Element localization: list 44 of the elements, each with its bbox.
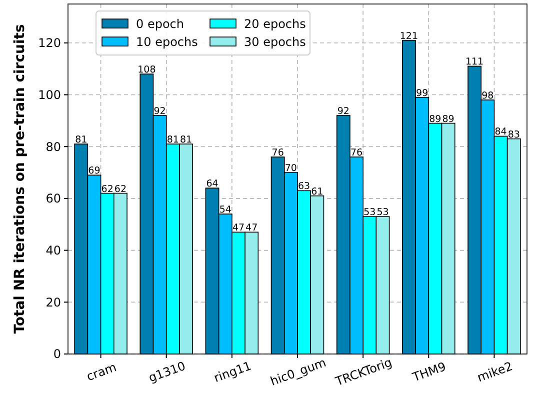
data-label: 62 — [101, 184, 114, 195]
data-label: 47 — [232, 222, 245, 234]
data-label: 81 — [75, 134, 88, 146]
data-label: 89 — [429, 114, 442, 125]
y-tick-label: 40 — [46, 243, 61, 258]
data-label: 63 — [298, 181, 310, 192]
y-tick-label: 20 — [46, 295, 61, 310]
data-label: 92 — [154, 106, 166, 117]
data-label: 54 — [219, 204, 232, 216]
x-tick-label: THM9 — [410, 359, 448, 385]
legend-label: 20 epochs — [244, 17, 306, 32]
data-label: 108 — [138, 64, 156, 76]
y-axis-title: Total NR iterations on pre-train circuits — [12, 24, 28, 334]
legend-label: 30 epochs — [244, 35, 306, 50]
data-label: 69 — [88, 166, 100, 177]
data-label: 81 — [166, 134, 179, 146]
legend-label: 10 epochs — [136, 35, 198, 50]
data-label: 111 — [465, 56, 484, 68]
y-tick-label: 120 — [38, 36, 61, 50]
data-label: 53 — [364, 207, 376, 218]
data-label: 84 — [494, 126, 507, 138]
data-label: 76 — [350, 147, 363, 158]
y-tick-label: 80 — [46, 140, 61, 154]
data-label: 83 — [508, 129, 520, 140]
data-label: 99 — [416, 88, 428, 99]
data-label: 62 — [114, 184, 127, 195]
data-label: 89 — [442, 114, 454, 125]
y-tick-label: 100 — [38, 88, 61, 102]
x-tick-label: ring11 — [212, 358, 254, 386]
data-label: 121 — [400, 30, 418, 42]
data-label: 53 — [376, 207, 389, 218]
y-tick-label: 0 — [53, 347, 61, 362]
y-tick-label: 60 — [46, 192, 61, 206]
data-label: 64 — [206, 178, 218, 190]
data-label: 76 — [272, 147, 284, 158]
x-tick-label: cram — [84, 360, 118, 384]
x-tick-label: mike2 — [475, 359, 514, 385]
data-label: 61 — [311, 186, 324, 198]
data-label: 81 — [180, 134, 192, 146]
legend-label: 0 epoch — [136, 17, 184, 32]
data-label: 92 — [337, 106, 350, 117]
data-label: 70 — [284, 163, 297, 174]
data-label: 98 — [482, 90, 494, 102]
data-label: 47 — [246, 222, 258, 234]
